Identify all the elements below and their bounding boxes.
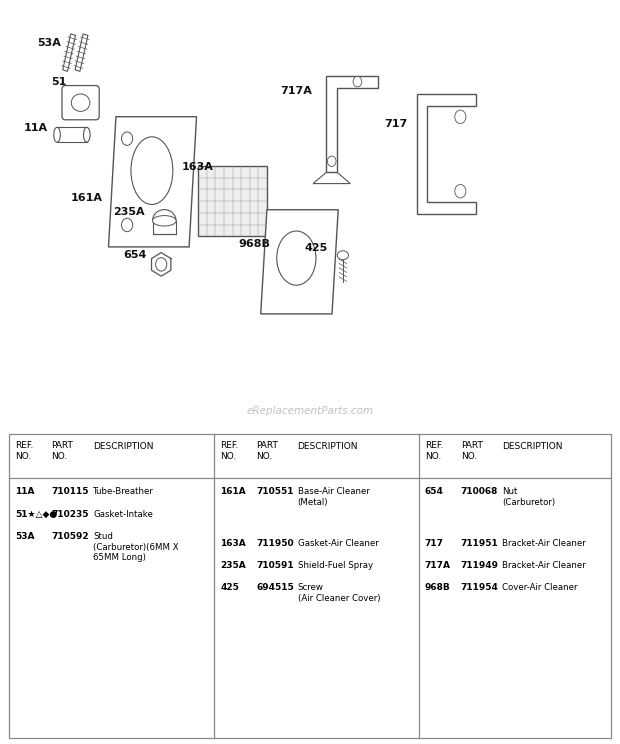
Text: 710551: 710551 [256, 487, 293, 496]
Polygon shape [108, 117, 197, 247]
Text: REF.
NO.: REF. NO. [425, 441, 443, 461]
Text: Stud
(Carburetor)(6MM X
65MM Long): Stud (Carburetor)(6MM X 65MM Long) [93, 532, 179, 562]
Text: 968B: 968B [238, 239, 270, 248]
Polygon shape [151, 253, 171, 276]
Text: DESCRIPTION: DESCRIPTION [93, 442, 154, 451]
Text: 710592: 710592 [51, 532, 89, 541]
Bar [57, 127, 87, 142]
Text: 53A: 53A [16, 532, 35, 541]
Text: Base-Air Cleaner
(Metal): Base-Air Cleaner (Metal) [298, 487, 370, 507]
Text: PART
NO.: PART NO. [461, 441, 482, 461]
Text: 710115: 710115 [51, 487, 89, 496]
Text: eReplacementParts.com: eReplacementParts.com [246, 405, 374, 416]
Ellipse shape [131, 137, 173, 205]
Text: 161A: 161A [71, 193, 103, 202]
Text: 425: 425 [304, 243, 328, 253]
Text: 711951: 711951 [461, 539, 498, 548]
Polygon shape [313, 173, 350, 184]
Text: Cover-Air Cleaner: Cover-Air Cleaner [502, 583, 578, 592]
Text: Bracket-Air Cleaner: Bracket-Air Cleaner [502, 561, 586, 570]
Text: Gasket-Air Cleaner: Gasket-Air Cleaner [298, 539, 378, 548]
FancyBboxPatch shape [62, 86, 99, 120]
Circle shape [454, 185, 466, 198]
Polygon shape [417, 94, 476, 214]
Circle shape [156, 257, 167, 271]
Text: DESCRIPTION: DESCRIPTION [502, 442, 563, 451]
Text: 711950: 711950 [256, 539, 294, 548]
Ellipse shape [54, 127, 60, 142]
Bar [9, 434, 611, 738]
Text: 694515: 694515 [256, 583, 294, 592]
Circle shape [122, 218, 133, 231]
Text: 717A: 717A [425, 561, 451, 570]
Circle shape [454, 110, 466, 124]
Text: 711954: 711954 [461, 583, 498, 592]
Text: 717A: 717A [280, 86, 312, 96]
Text: 235A: 235A [220, 561, 246, 570]
Text: 163A: 163A [181, 162, 213, 172]
Polygon shape [75, 34, 88, 71]
Text: 425: 425 [220, 583, 239, 592]
Text: DESCRIPTION: DESCRIPTION [298, 442, 358, 451]
Polygon shape [260, 210, 339, 314]
Polygon shape [63, 34, 76, 71]
Text: 968B: 968B [425, 583, 451, 592]
Text: 161A: 161A [220, 487, 246, 496]
Text: Tube-Breather: Tube-Breather [93, 487, 154, 496]
Text: 710235: 710235 [51, 510, 89, 519]
Polygon shape [326, 76, 378, 173]
Text: 711949: 711949 [461, 561, 498, 570]
Text: 235A: 235A [113, 207, 145, 217]
Text: Nut
(Carburetor): Nut (Carburetor) [502, 487, 556, 507]
Text: 11A: 11A [16, 487, 35, 496]
Bar [198, 166, 267, 237]
Ellipse shape [277, 231, 316, 285]
Text: REF.
NO.: REF. NO. [220, 441, 239, 461]
Text: 710591: 710591 [256, 561, 294, 570]
Text: 11A: 11A [24, 124, 48, 133]
Text: Shield-Fuel Spray: Shield-Fuel Spray [298, 561, 373, 570]
Text: 717: 717 [384, 119, 407, 129]
Ellipse shape [84, 127, 90, 142]
Text: 51★△◆●: 51★△◆● [16, 510, 58, 519]
Circle shape [327, 156, 336, 167]
Text: Bracket-Air Cleaner: Bracket-Air Cleaner [502, 539, 586, 548]
Circle shape [122, 132, 133, 145]
Circle shape [353, 77, 362, 87]
Text: Gasket-Intake: Gasket-Intake [93, 510, 153, 519]
Text: Screw
(Air Cleaner Cover): Screw (Air Cleaner Cover) [298, 583, 380, 603]
Text: 163A: 163A [220, 539, 246, 548]
Text: PART
NO.: PART NO. [256, 441, 278, 461]
Text: 654: 654 [123, 249, 147, 260]
Ellipse shape [153, 216, 176, 226]
Text: REF.
NO.: REF. NO. [16, 441, 34, 461]
Text: 710068: 710068 [461, 487, 498, 496]
Text: 717: 717 [425, 539, 444, 548]
Text: PART
NO.: PART NO. [51, 441, 73, 461]
Ellipse shape [71, 94, 90, 112]
Text: 51: 51 [51, 77, 66, 87]
Text: 654: 654 [425, 487, 443, 496]
Ellipse shape [337, 251, 348, 260]
Text: 53A: 53A [37, 38, 61, 48]
